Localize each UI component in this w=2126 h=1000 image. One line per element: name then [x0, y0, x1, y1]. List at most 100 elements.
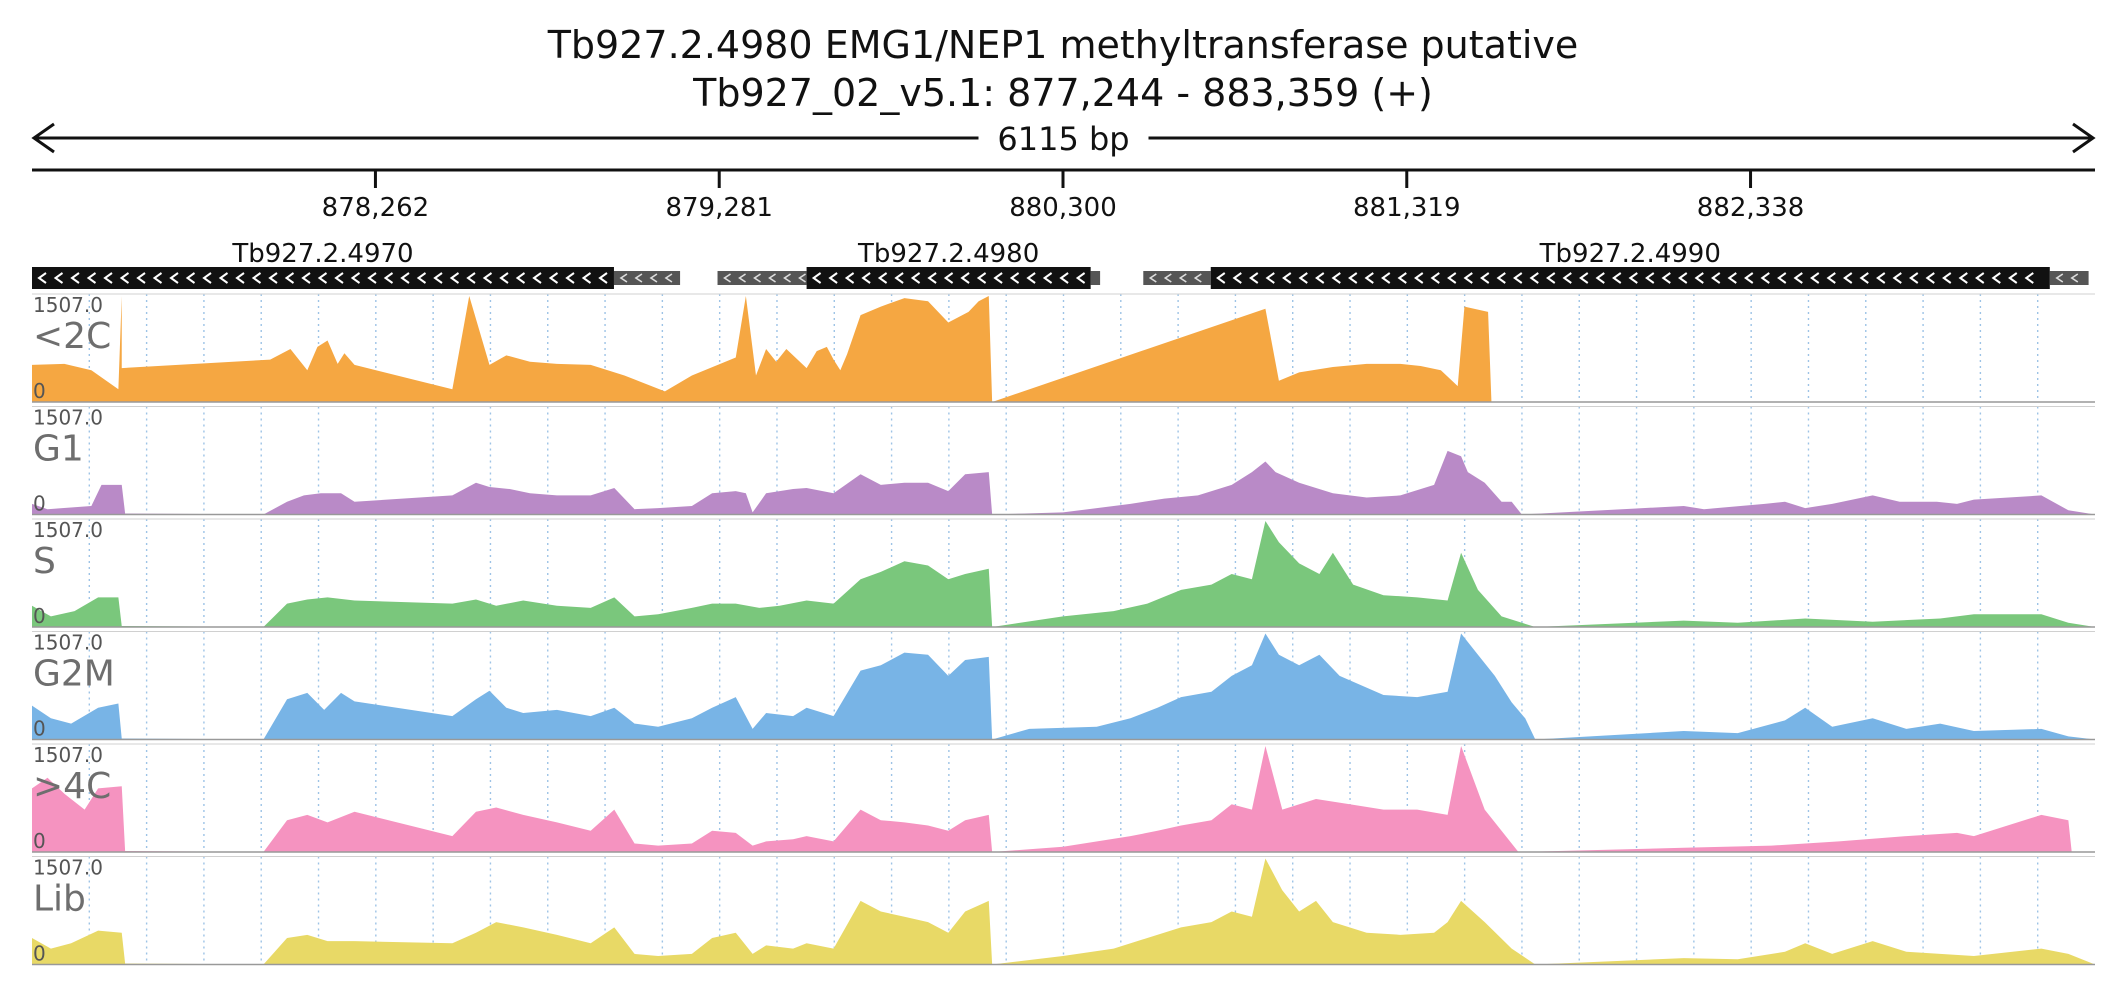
- strand-arrow-icon: [723, 273, 731, 283]
- strand-arrow-icon: [185, 272, 196, 284]
- strand-arrow-icon: [1628, 272, 1638, 284]
- strand-arrow-icon: [548, 272, 559, 284]
- strand-arrow-icon: [119, 272, 130, 284]
- strand-arrow-icon: [1348, 272, 1358, 284]
- gene-label: Tb927.2.4970: [231, 239, 413, 269]
- strand-arrow-icon: [350, 272, 361, 284]
- strand-arrow-icon: [251, 272, 262, 284]
- strand-arrow-icon: [1265, 272, 1275, 284]
- strand-arrow-icon: [268, 272, 278, 284]
- track: [32, 631, 2095, 741]
- span-arrow-right-icon: [2072, 122, 2096, 154]
- strand-arrow-icon: [1513, 272, 1523, 284]
- strand-arrow-icon: [1193, 273, 1202, 283]
- ruler-tick-label: 881,319: [1353, 193, 1461, 223]
- strand-arrow-icon: [811, 272, 822, 284]
- span-arrow-left-icon: [31, 122, 55, 154]
- ruler-tick-label: 880,300: [1009, 193, 1117, 223]
- strand-arrow-icon: [1148, 273, 1157, 283]
- track-name-label: G2M: [33, 654, 115, 695]
- strand-arrow-icon: [2024, 272, 2034, 284]
- track-min-label: 0: [33, 604, 46, 628]
- strand-arrow-icon: [738, 273, 746, 283]
- strand-arrow-icon: [449, 272, 460, 284]
- gene-cds: [32, 267, 614, 289]
- strand-arrow-icon: [1163, 273, 1172, 283]
- strand-arrow-icon: [783, 273, 791, 283]
- track-max-label: 1507.0: [33, 856, 103, 880]
- coverage-area: [32, 633, 2095, 740]
- strand-arrow-icon: [598, 272, 608, 284]
- track-min-label: 0: [33, 379, 46, 403]
- ruler-tick-label: 878,262: [322, 193, 430, 223]
- strand-arrow-icon: [1009, 272, 1020, 284]
- strand-arrow-icon: [1430, 272, 1440, 284]
- strand-arrow-icon: [2070, 273, 2079, 283]
- strand-arrow-icon: [649, 273, 658, 283]
- strand-arrow-icon: [1991, 272, 2001, 284]
- strand-arrow-icon: [1381, 272, 1391, 284]
- strand-arrow-icon: [383, 272, 394, 284]
- strand-arrow-icon: [1315, 272, 1325, 284]
- strand-arrow-icon: [284, 272, 295, 284]
- strand-arrow-icon: [861, 272, 871, 284]
- strand-arrow-icon: [877, 272, 888, 284]
- track-min-label: 0: [33, 717, 46, 741]
- strand-arrow-icon: [1463, 272, 1473, 284]
- strand-arrow-icon: [943, 272, 954, 284]
- strand-arrow-icon: [103, 272, 113, 284]
- strand-arrow-icon: [1859, 272, 1869, 284]
- strand-arrow-icon: [1178, 273, 1187, 283]
- strand-arrow-icon: [960, 272, 970, 284]
- strand-arrow-icon: [1042, 272, 1053, 284]
- strand-arrow-icon: [2008, 272, 2018, 284]
- span-label: 6115 bp: [997, 120, 1129, 158]
- strand-arrow-icon: [1727, 272, 1737, 284]
- strand-arrow-icon: [1892, 272, 1902, 284]
- strand-arrow-icon: [910, 272, 921, 284]
- chart-subtitle: Tb927_02_v5.1: 877,244 - 883,359 (+): [693, 71, 1433, 115]
- strand-arrow-icon: [1909, 272, 1919, 284]
- track-name-label: <2C: [33, 316, 111, 357]
- strand-arrow-icon: [1298, 272, 1308, 284]
- strand-arrow-icon: [70, 272, 80, 284]
- strand-arrow-icon: [1595, 272, 1605, 284]
- strand-arrow-icon: [927, 272, 937, 284]
- strand-arrow-icon: [1282, 272, 1292, 284]
- strand-arrow-icon: [1364, 272, 1374, 284]
- strand-arrow-icon: [136, 272, 146, 284]
- strand-arrow-icon: [1579, 272, 1589, 284]
- strand-arrow-icon: [53, 272, 64, 284]
- track-max-label: 1507.0: [33, 518, 103, 542]
- strand-arrow-icon: [1447, 272, 1457, 284]
- coverage-area: [32, 296, 1492, 402]
- strand-arrow-icon: [1414, 272, 1424, 284]
- strand-arrow-icon: [798, 273, 806, 283]
- strand-arrow-icon: [1711, 272, 1721, 284]
- strand-arrow-icon: [993, 272, 1003, 284]
- strand-arrow-icon: [768, 273, 776, 283]
- track: [32, 518, 2095, 628]
- strand-arrow-icon: [152, 272, 163, 284]
- strand-arrow-icon: [581, 272, 592, 284]
- track: [32, 856, 2095, 966]
- track-min-label: 0: [33, 829, 46, 853]
- strand-arrow-icon: [1059, 272, 1069, 284]
- strand-arrow-icon: [753, 273, 761, 283]
- track-min-label: 0: [33, 492, 46, 516]
- strand-arrow-icon: [1612, 272, 1622, 284]
- strand-arrow-icon: [334, 272, 344, 284]
- strand-arrow-icon: [565, 272, 575, 284]
- strand-arrow-icon: [416, 272, 427, 284]
- gene-cds: [806, 267, 1091, 289]
- strand-arrow-icon: [1216, 272, 1226, 284]
- gene-utr: [1143, 271, 1211, 285]
- coverage-area: [32, 858, 2095, 965]
- strand-arrow-icon: [433, 272, 443, 284]
- chart-title: Tb927.2.4980 EMG1/NEP1 methyltransferase…: [547, 23, 1579, 67]
- gene-utr: [717, 271, 807, 285]
- ruler-tick-label: 882,338: [1697, 193, 1805, 223]
- strand-arrow-icon: [1793, 272, 1803, 284]
- strand-arrow-icon: [844, 272, 855, 284]
